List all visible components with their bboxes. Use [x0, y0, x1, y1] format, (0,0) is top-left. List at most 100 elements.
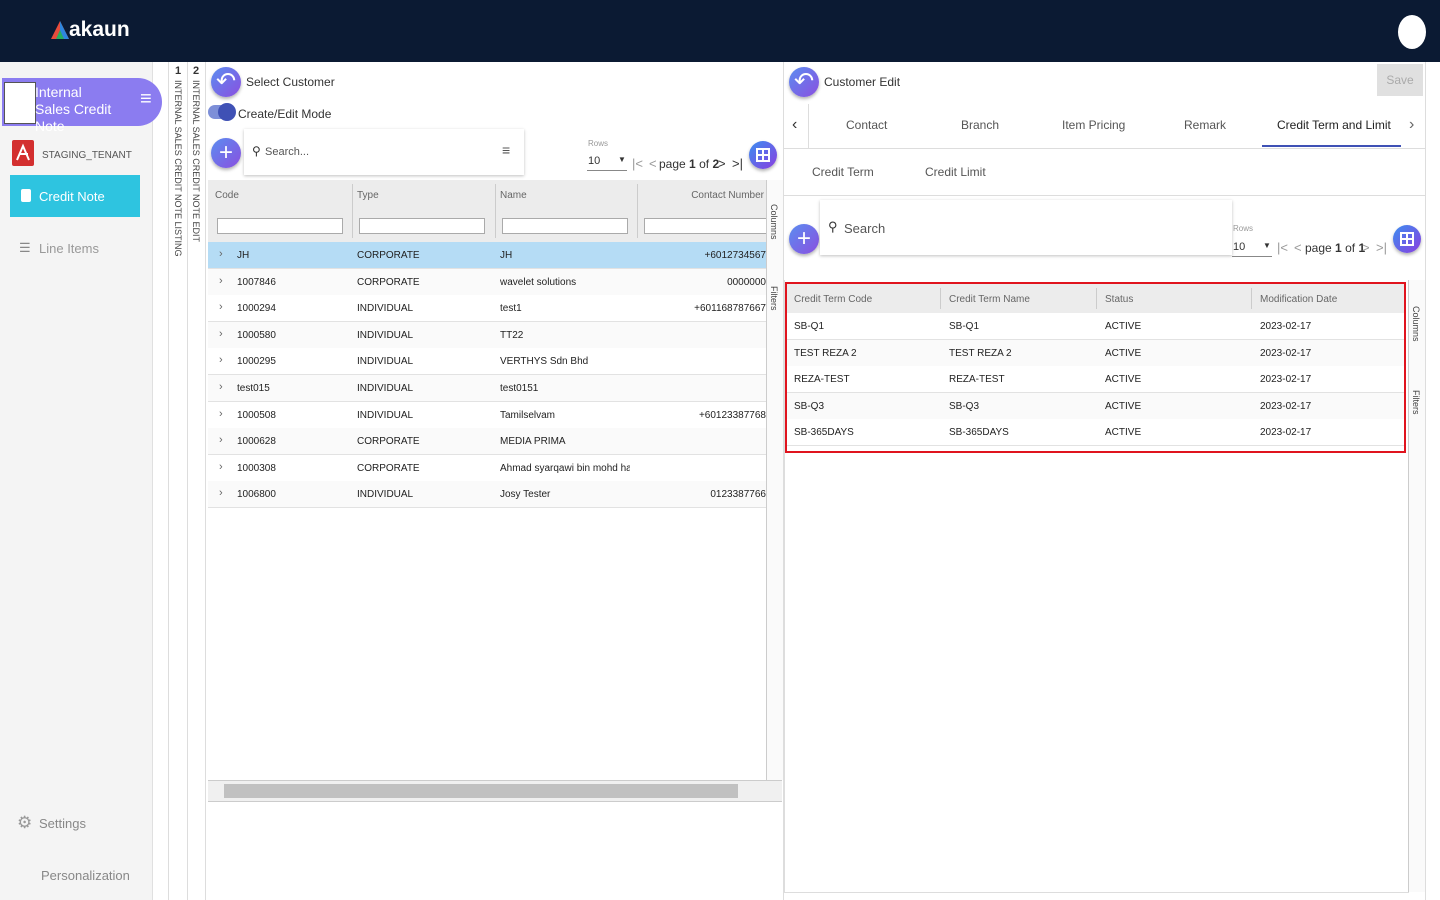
scroll-thumb[interactable]: [224, 784, 738, 798]
table-cell: CORPORATE: [357, 277, 487, 288]
table-cell: 0123387766: [642, 489, 766, 500]
column-header[interactable]: Credit Term Code: [794, 294, 939, 305]
menu-item[interactable]: Settings: [39, 816, 86, 831]
table-cell: SB-365DAYS: [949, 427, 1094, 438]
expand-icon: ›: [219, 434, 223, 446]
table-cell: 1006800: [237, 489, 345, 500]
sub-tab[interactable]: Credit Limit: [925, 165, 986, 179]
menu-item[interactable]: Line Items: [39, 241, 99, 256]
menu-icon: ☰: [19, 240, 31, 256]
table-cell: SB-Q1: [794, 321, 939, 332]
tab[interactable]: Branch: [961, 118, 999, 132]
side-tabs: Columns Filters: [766, 180, 783, 780]
first-page[interactable]: |<: [1277, 240, 1288, 255]
column-filter[interactable]: [644, 218, 766, 234]
table-cell: test015: [237, 383, 345, 394]
menu-item[interactable]: Personalization: [41, 868, 130, 883]
menu-item-active[interactable]: Credit Note: [10, 175, 140, 217]
side-tab[interactable]: Columns: [1411, 306, 1421, 342]
logo-text[interactable]: akaun: [69, 18, 130, 42]
table-cell: INDIVIDUAL: [357, 330, 487, 341]
prev-page[interactable]: <: [1294, 240, 1302, 255]
column-divider: [352, 184, 353, 238]
tab-scroll-right[interactable]: ›: [1409, 116, 1414, 134]
menu-toggle[interactable]: ≡: [140, 88, 152, 111]
prev-page[interactable]: <: [649, 156, 657, 171]
add-button[interactable]: +: [211, 138, 241, 168]
search-box[interactable]: ⚲ Search: [820, 200, 1232, 255]
avatar[interactable]: [1398, 15, 1426, 49]
back-button[interactable]: ↶: [789, 67, 819, 97]
next-page[interactable]: >: [1362, 240, 1370, 255]
column-header[interactable]: Name: [500, 190, 630, 201]
column-header[interactable]: Contact Number: [642, 190, 764, 201]
tab[interactable]: Credit Term and Limit: [1277, 118, 1391, 132]
first-page[interactable]: |<: [632, 156, 643, 171]
expand-icon: ›: [219, 301, 223, 313]
back-button[interactable]: ↶: [211, 67, 241, 97]
column-header[interactable]: Type: [357, 190, 487, 201]
add-button[interactable]: +: [789, 224, 819, 254]
tab[interactable]: Contact: [846, 118, 887, 132]
side-tab[interactable]: Filters: [1411, 390, 1421, 415]
last-page[interactable]: >|: [1376, 240, 1387, 255]
table-cell: MEDIA PRIMA: [500, 436, 630, 447]
table-cell: 2023-02-17: [1260, 401, 1405, 412]
tab[interactable]: Item Pricing: [1062, 118, 1125, 132]
grid-button[interactable]: [749, 141, 777, 169]
tab-number[interactable]: 1: [175, 65, 181, 77]
table-cell: SB-Q3: [949, 401, 1094, 412]
customer-edit-panel: ↶ Customer Edit Save ‹ Contact Branch Item…: [784, 62, 1426, 900]
rows-select[interactable]: 10 ▼: [1232, 238, 1272, 257]
table-cell: Tamilselvam: [500, 410, 630, 421]
customer-panel: ↶ Select Customer Create/Edit Mode + ⚲ S…: [205, 62, 784, 900]
toggle-label: Create/Edit Mode: [238, 107, 331, 121]
rows-value: 10: [588, 155, 600, 167]
tab-number[interactable]: 2: [193, 65, 199, 77]
sub-tab-bar: Credit Term Credit Limit: [784, 149, 1425, 196]
table-cell: 2023-02-17: [1260, 321, 1405, 332]
table-cell: TT22: [500, 330, 630, 341]
side-tab[interactable]: Columns: [769, 204, 779, 240]
table-cell: CORPORATE: [357, 463, 487, 474]
column-divider: [637, 184, 638, 238]
table-cell: 1000294: [237, 303, 345, 314]
save-button[interactable]: Save: [1377, 64, 1423, 96]
table-cell: 2023-02-17: [1260, 348, 1405, 359]
toggle[interactable]: [208, 105, 232, 119]
tab-scroll-left[interactable]: ‹: [792, 116, 797, 134]
column-header[interactable]: Status: [1105, 294, 1250, 305]
pagination: page 1 of 2: [659, 157, 719, 171]
column-filter[interactable]: [359, 218, 485, 234]
side-tab[interactable]: Filters: [769, 286, 779, 311]
table-cell: INDIVIDUAL: [357, 489, 487, 500]
tab[interactable]: Remark: [1184, 118, 1226, 132]
column-filter[interactable]: [502, 218, 628, 234]
grid-button[interactable]: [1393, 225, 1421, 253]
tab-label[interactable]: INTERNAL SALES CREDIT NOTE LISTING: [173, 80, 183, 257]
sub-tab[interactable]: Credit Term: [812, 165, 874, 179]
table-cell: INDIVIDUAL: [357, 303, 487, 314]
last-page[interactable]: >|: [732, 156, 743, 171]
app-tile[interactable]: Internal Sales Credit Note ≡: [2, 78, 162, 126]
panel-title: Customer Edit: [824, 75, 900, 89]
dropdown-arrow: ▼: [1263, 241, 1271, 250]
customer-table: CodeTypeNameContact Number›JHCORPORATEJH…: [208, 180, 766, 780]
next-page[interactable]: >: [718, 156, 726, 171]
settings-icon: ⚙: [17, 813, 32, 833]
table-cell: test1: [500, 303, 630, 314]
column-filter[interactable]: [217, 218, 343, 234]
filter-icon[interactable]: ≡: [502, 142, 510, 158]
side-tabs: Columns Filters: [1408, 280, 1425, 892]
column-header[interactable]: Modification Date: [1260, 294, 1405, 305]
h-scrollbar[interactable]: [208, 780, 782, 802]
tab-label[interactable]: INTERNAL SALES CREDIT NOTE EDIT: [191, 80, 201, 242]
search-box[interactable]: ⚲ Search... ≡: [244, 129, 524, 175]
table-cell: SB-Q1: [949, 321, 1094, 332]
table-cell: 2023-02-17: [1260, 374, 1405, 385]
rows-select[interactable]: 10 ▼: [587, 152, 627, 171]
table-cell: Ahmad syarqawi bin mohd hass...: [500, 463, 630, 474]
column-header[interactable]: Credit Term Name: [949, 294, 1094, 305]
sidebar: Internal Sales Credit Note ≡ STAGING_TEN…: [0, 62, 153, 900]
column-header[interactable]: Code: [215, 190, 345, 201]
